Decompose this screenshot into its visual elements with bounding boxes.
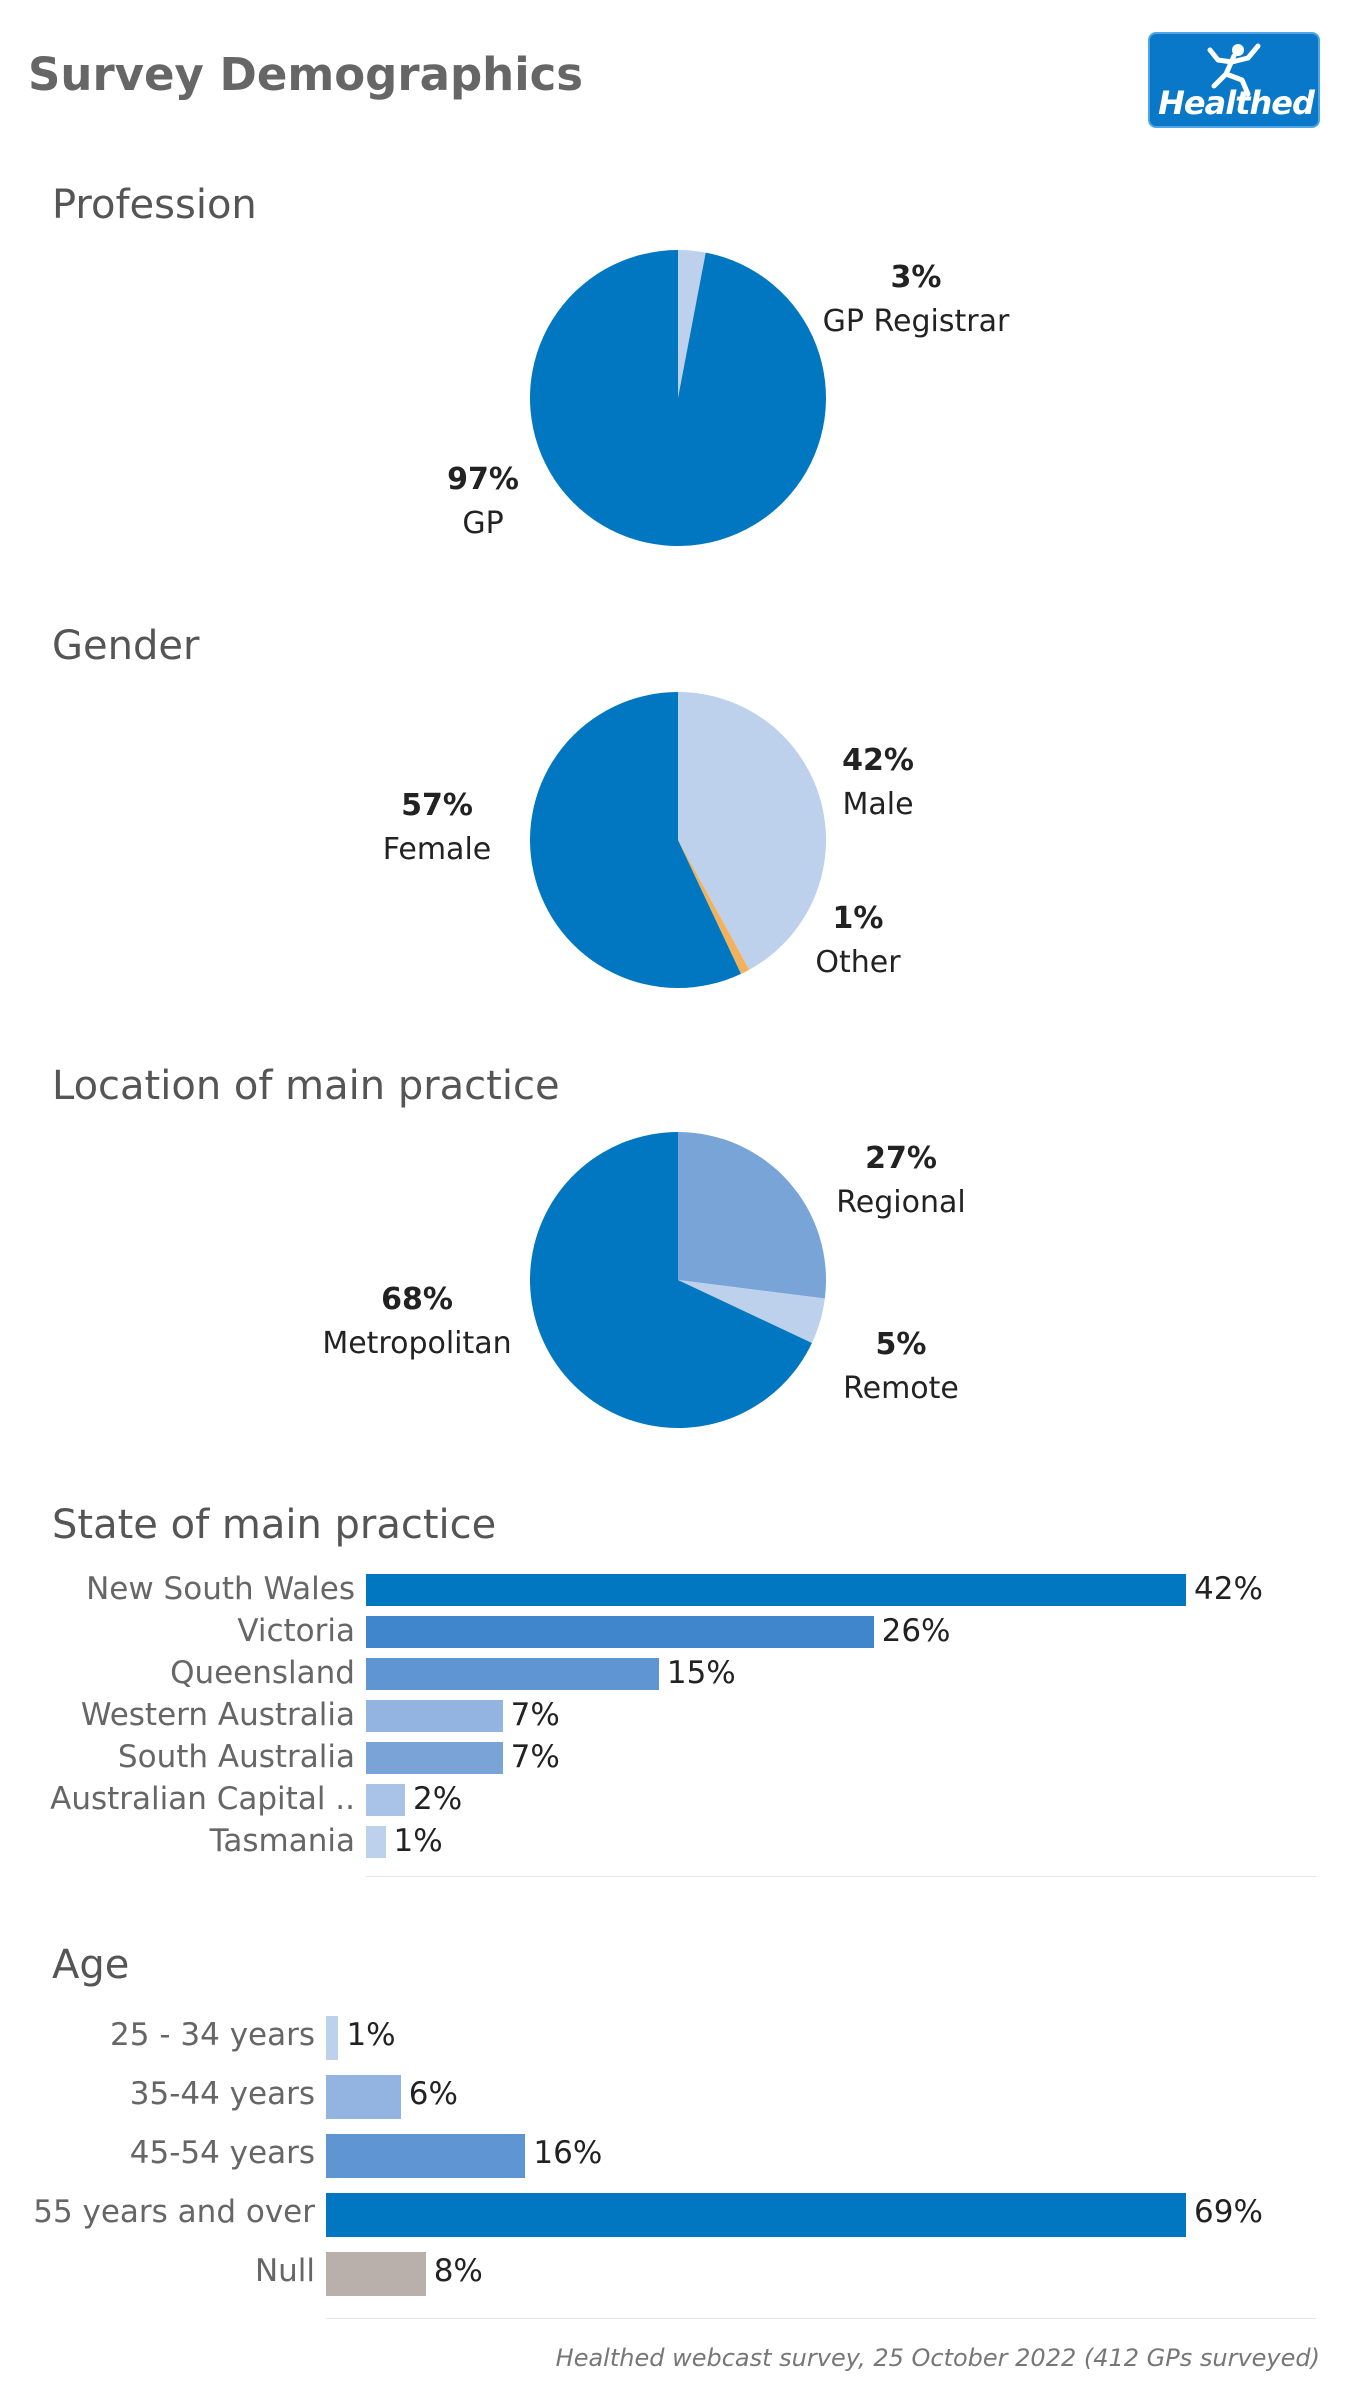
pie-label-pct: 97%: [447, 462, 519, 497]
bar-value-label: 8%: [433, 2253, 483, 2289]
pie-label-pct: 57%: [401, 788, 473, 823]
profession-pie-svg: [530, 250, 826, 546]
bar-value-label: 1%: [346, 2017, 396, 2053]
pie-label-name: Other: [815, 945, 901, 980]
location-pie-chart: [528, 1130, 828, 1430]
bar-category-label: Tasmania: [209, 1823, 355, 1859]
bar-category-label: Australian Capital ..: [50, 1781, 355, 1817]
page-title: Survey Demographics: [28, 48, 584, 101]
profession-pie-chart: [528, 248, 828, 548]
pie-label-name: GP Registrar: [822, 304, 1010, 339]
bar-category-label: South Australia: [117, 1739, 355, 1775]
gender-pie-svg: [530, 692, 826, 988]
footnote: Healthed webcast survey, 25 October 2022…: [555, 2344, 1320, 2372]
bar-category-label: New South Wales: [86, 1571, 355, 1607]
bar-value-label: 2%: [413, 1781, 463, 1817]
bar-value-label: 16%: [533, 2135, 603, 2171]
pie-label-name: Female: [382, 832, 492, 867]
bar-south-australia: [366, 1742, 503, 1774]
pie-slice-female: [530, 692, 742, 988]
bar-value-label: 42%: [1194, 1571, 1263, 1607]
bar-45-54-years: [326, 2134, 526, 2178]
pie-label-name: Metropolitan: [322, 1326, 512, 1361]
pie-slice-gp-registrar: [678, 250, 706, 398]
pie-slice-gp: [530, 250, 826, 546]
bar-category-label: Null: [254, 2253, 315, 2289]
pie-label-name: Male: [842, 787, 914, 822]
bar-axis-line: [326, 2318, 1316, 2319]
bar-null: [326, 2252, 426, 2296]
bar-value-label: 26%: [881, 1613, 951, 1649]
bar-axis-line: [366, 1876, 1316, 1877]
pie-label-pct: 1%: [832, 901, 884, 936]
pie-slice-regional: [678, 1132, 826, 1299]
bar-category-label: 55 years and over: [33, 2194, 315, 2230]
bar-value-label: 1%: [393, 1823, 443, 1859]
pie-label-name: Remote: [843, 1371, 959, 1406]
bar-value-label: 7%: [510, 1697, 560, 1733]
age-title: Age: [52, 1942, 130, 1988]
pie-slice-male: [678, 692, 826, 970]
bar-value-label: 15%: [666, 1655, 736, 1691]
pie-slice-remote: [678, 1280, 825, 1344]
runner-icon: [1207, 43, 1261, 97]
location-title: Location of main practice: [52, 1063, 560, 1109]
pie-label-pct: 27%: [865, 1141, 937, 1176]
pie-label-name: GP: [462, 506, 504, 541]
pie-label-gp-registrar: 3% GP Registrar: [823, 256, 1010, 344]
pie-label-gp: 97% GP: [447, 458, 519, 546]
bar-55-years-and-over: [326, 2193, 1186, 2237]
pie-label-pct: 68%: [381, 1282, 453, 1317]
pie-label-name: Regional: [836, 1185, 966, 1220]
gender-pie-chart: [528, 690, 828, 990]
bar-western-australia: [366, 1700, 503, 1732]
pie-label-metropolitan: 68% Metropolitan: [322, 1278, 511, 1366]
pie-slice-metropolitan: [530, 1132, 812, 1428]
bar-category-label: Western Australia: [80, 1697, 355, 1733]
state-title: State of main practice: [52, 1502, 497, 1548]
pie-label-regional: 27% Regional: [836, 1137, 965, 1225]
pie-label-pct: 42%: [842, 743, 914, 778]
pie-label-pct: 5%: [875, 1327, 927, 1362]
bar-queensland: [366, 1658, 659, 1690]
bar-category-label: 45-54 years: [129, 2135, 315, 2171]
bar-value-label: 69%: [1194, 2194, 1263, 2230]
bar-value-label: 7%: [510, 1739, 560, 1775]
age-bar-chart: 25 - 34 years 1% 35-44 years 6% 45-54 years 1…: [0, 2016, 1350, 2331]
pie-label-pct: 3%: [890, 260, 942, 295]
bar-category-label: 25 - 34 years: [110, 2017, 315, 2053]
bar-category-label: 35-44 years: [129, 2076, 315, 2112]
logo-text: Healthed: [1158, 84, 1315, 122]
location-pie-svg: [530, 1132, 826, 1428]
state-bar-chart: New South Wales 42% Victoria 26% Queensland 1…: [0, 1571, 1350, 1888]
profession-title: Profession: [52, 182, 257, 228]
healthed-logo: Healthed: [1148, 32, 1320, 128]
bar-victoria: [366, 1616, 874, 1648]
bar-australian-capital: [366, 1784, 406, 1816]
bar-25-34-years: [326, 2016, 339, 2060]
pie-slice-other: [678, 840, 750, 974]
pie-label-female: 57% Female: [383, 784, 491, 872]
gender-title: Gender: [52, 623, 200, 669]
bar-category-label: Victoria: [237, 1613, 355, 1649]
pie-label-other: 1% Other: [815, 897, 900, 985]
pie-label-remote: 5% Remote: [843, 1323, 959, 1411]
pie-label-male: 42% Male: [842, 739, 914, 827]
bar-new-south-wales: [366, 1574, 1186, 1606]
bar-value-label: 6%: [408, 2076, 458, 2112]
bar-tasmania: [366, 1826, 386, 1858]
bar-category-label: Queensland: [170, 1655, 355, 1691]
bar-35-44-years: [326, 2075, 401, 2119]
